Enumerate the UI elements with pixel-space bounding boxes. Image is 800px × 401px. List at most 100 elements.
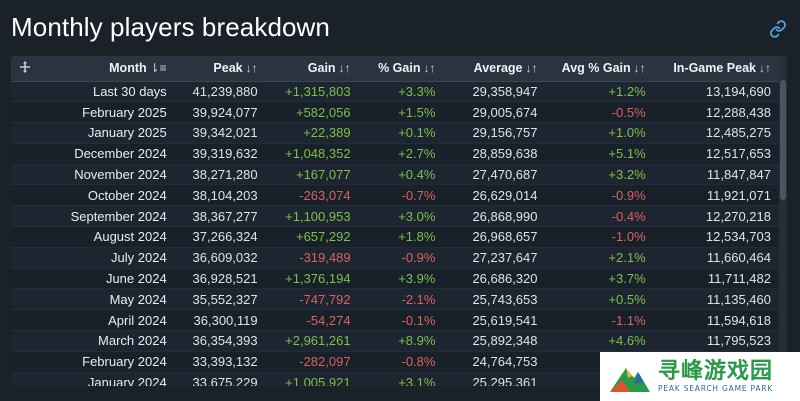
- cell-gain: -282,097: [265, 351, 359, 373]
- drag-move-icon[interactable]: [19, 60, 31, 73]
- cell-average: 28,859,638: [443, 143, 546, 165]
- cell-gain: +1,315,803: [265, 81, 359, 103]
- sort-icon[interactable]: ↓↑: [633, 61, 646, 76]
- cell-avg-pct-gain: -1.0%: [545, 226, 654, 248]
- row-handle-cell: [11, 184, 40, 207]
- sort-icon[interactable]: ↓↑: [245, 61, 258, 76]
- cell-avg-pct-gain: +1.0%: [545, 122, 654, 144]
- cell-pct-gain: -0.1%: [358, 309, 444, 332]
- cell-month: January 2025: [39, 122, 175, 144]
- row-handle-cell: [11, 122, 40, 144]
- cell-ingame-peak: 12,270,218: [653, 205, 779, 228]
- table-row[interactable]: February 2025 39,924,077 +582,056 +1.5% 29,0…: [11, 101, 779, 124]
- column-header-pct-gain[interactable]: % Gain ↓↑: [358, 56, 444, 82]
- cell-peak: 37,266,324: [174, 226, 266, 248]
- sort-icon[interactable]: ↓↑: [759, 61, 771, 76]
- cell-month: September 2024: [39, 205, 175, 228]
- cell-avg-pct-gain: +5.1%: [545, 143, 654, 165]
- table-row[interactable]: November 2024 38,271,280 +167,077 +0.4% 27,4…: [11, 164, 779, 186]
- cell-average: 29,156,757: [443, 122, 546, 144]
- cell-average: 24,764,753: [443, 351, 546, 373]
- cell-peak: 39,319,632: [174, 143, 266, 165]
- link-icon[interactable]: [769, 20, 787, 38]
- table-row[interactable]: January 2024 33,675,229 +1,005,921 +3.1% 25,…: [11, 372, 779, 386]
- players-table-container: Month ⇂≡ Peak ↓↑ Gain ↓↑% Gain ↓↑ Average ↓↑ Avg …: [11, 56, 787, 386]
- sort-icon[interactable]: ↓↑: [423, 61, 436, 76]
- drag-handle-header[interactable]: [11, 56, 40, 82]
- cell-ingame-peak: 11,660,464: [653, 247, 779, 269]
- column-header-average[interactable]: Average ↓↑: [443, 56, 546, 82]
- cell-ingame-peak: 11,135,460: [653, 288, 779, 311]
- table-row[interactable]: August 2024 37,266,324 +657,292 +1.8% 26,968…: [11, 226, 779, 248]
- cell-peak: 38,271,280: [174, 164, 266, 186]
- cell-avg-pct-gain: -1.1%: [545, 309, 654, 332]
- cell-average: 26,629,014: [443, 184, 546, 207]
- row-handle-cell: [11, 247, 40, 269]
- column-header-avg-pct-gain[interactable]: Avg % Gain ↓↑: [545, 56, 654, 82]
- cell-avg-pct-gain: +1.2%: [545, 81, 654, 103]
- column-header-gain[interactable]: Gain ↓↑: [265, 56, 359, 82]
- table-row[interactable]: September 2024 38,367,277 +1,100,953 +3.0% 2…: [11, 205, 779, 228]
- cell-average: 25,892,348: [443, 330, 546, 352]
- table-row[interactable]: March 2024 36,354,393 +2,961,261 +8.9% 25,89…: [11, 330, 779, 352]
- cell-gain: +22,389: [265, 122, 359, 144]
- cell-ingame-peak: 11,921,071: [653, 184, 779, 207]
- row-handle-cell: [11, 288, 40, 311]
- cell-pct-gain: +3.3%: [358, 81, 444, 103]
- cell-pct-gain: +3.9%: [358, 268, 444, 290]
- cell-month: November 2024: [39, 164, 175, 186]
- cell-pct-gain: +0.4%: [358, 164, 444, 186]
- cell-average: 26,868,990: [443, 205, 546, 228]
- cell-ingame-peak: 12,288,438: [653, 101, 779, 124]
- column-header-label: Gain: [307, 61, 336, 76]
- row-handle-cell: [11, 351, 40, 373]
- column-header-label: Avg % Gain: [561, 61, 631, 76]
- cell-average: 26,686,320: [443, 268, 546, 290]
- watermark: 寻峰游戏园 PEAK SEARCH GAME PARK: [600, 352, 800, 401]
- column-header-label: Average: [473, 61, 523, 76]
- cell-gain: -319,489: [265, 247, 359, 269]
- cell-avg-pct-gain: -0.5%: [545, 101, 654, 124]
- vertical-scrollbar[interactable]: [779, 56, 787, 386]
- cell-peak: 39,924,077: [174, 101, 266, 124]
- cell-ingame-peak: 12,534,703: [653, 226, 779, 248]
- cell-average: 25,295,361: [443, 372, 546, 386]
- table-row[interactable]: July 2024 36,609,032 -319,489 -0.9% 27,237,6…: [11, 247, 779, 269]
- cell-peak: 38,104,203: [174, 184, 266, 207]
- column-header-peak[interactable]: Peak ↓↑: [174, 56, 266, 82]
- column-header-label: In-Game Peak: [673, 61, 756, 76]
- row-handle-cell: [11, 268, 40, 290]
- cell-pct-gain: +3.1%: [358, 372, 444, 386]
- table-header-row: Month ⇂≡ Peak ↓↑ Gain ↓↑% Gain ↓↑ Average ↓↑ Avg …: [11, 56, 779, 82]
- table-row[interactable]: October 2024 38,104,203 -263,074 -0.7% 26,62…: [11, 184, 779, 207]
- cell-month: July 2024: [39, 247, 175, 269]
- cell-peak: 36,609,032: [174, 247, 266, 269]
- column-header-label: % Gain: [378, 61, 421, 76]
- column-header-month[interactable]: Month ⇂≡: [39, 56, 175, 82]
- cell-pct-gain: +3.0%: [358, 205, 444, 228]
- cell-month: February 2025: [39, 101, 175, 124]
- cell-gain: +167,077: [265, 164, 359, 186]
- watermark-title: 寻峰游戏园: [658, 359, 774, 384]
- cell-avg-pct-gain: +3.2%: [545, 164, 654, 186]
- table-row[interactable]: June 2024 36,928,521 +1,376,194 +3.9% 26,686…: [11, 268, 779, 290]
- sort-icon[interactable]: ↓↑: [525, 61, 538, 76]
- cell-gain: +1,048,352: [265, 143, 359, 165]
- cell-month: April 2024: [39, 309, 175, 332]
- sort-active-icon[interactable]: ⇂≡: [149, 61, 167, 76]
- row-handle-cell: [11, 164, 40, 186]
- table-row[interactable]: December 2024 39,319,632 +1,048,352 +2.7% 28…: [11, 143, 779, 165]
- table-row[interactable]: April 2024 36,300,119 -54,274 -0.1% 25,619,5…: [11, 309, 779, 332]
- cell-pct-gain: -0.8%: [358, 351, 444, 373]
- scrollbar-thumb[interactable]: [780, 80, 786, 200]
- table-row[interactable]: January 2025 39,342,021 +22,389 +0.1% 29,156…: [11, 122, 779, 144]
- table-body: Last 30 days 41,239,880 +1,315,803 +3.3% 29,…: [11, 81, 779, 386]
- cell-gain: +2,961,261: [265, 330, 359, 352]
- cell-gain: +657,292: [265, 226, 359, 248]
- cell-average: 25,619,541: [443, 309, 546, 332]
- cell-month: June 2024: [39, 268, 175, 290]
- sort-icon[interactable]: ↓↑: [338, 61, 351, 76]
- column-header-ingame-peak[interactable]: In-Game Peak ↓↑: [653, 56, 779, 82]
- table-row[interactable]: May 2024 35,552,327 -747,792 -2.1% 25,743,65…: [11, 288, 779, 311]
- table-row[interactable]: Last 30 days 41,239,880 +1,315,803 +3.3% 29,…: [11, 81, 779, 103]
